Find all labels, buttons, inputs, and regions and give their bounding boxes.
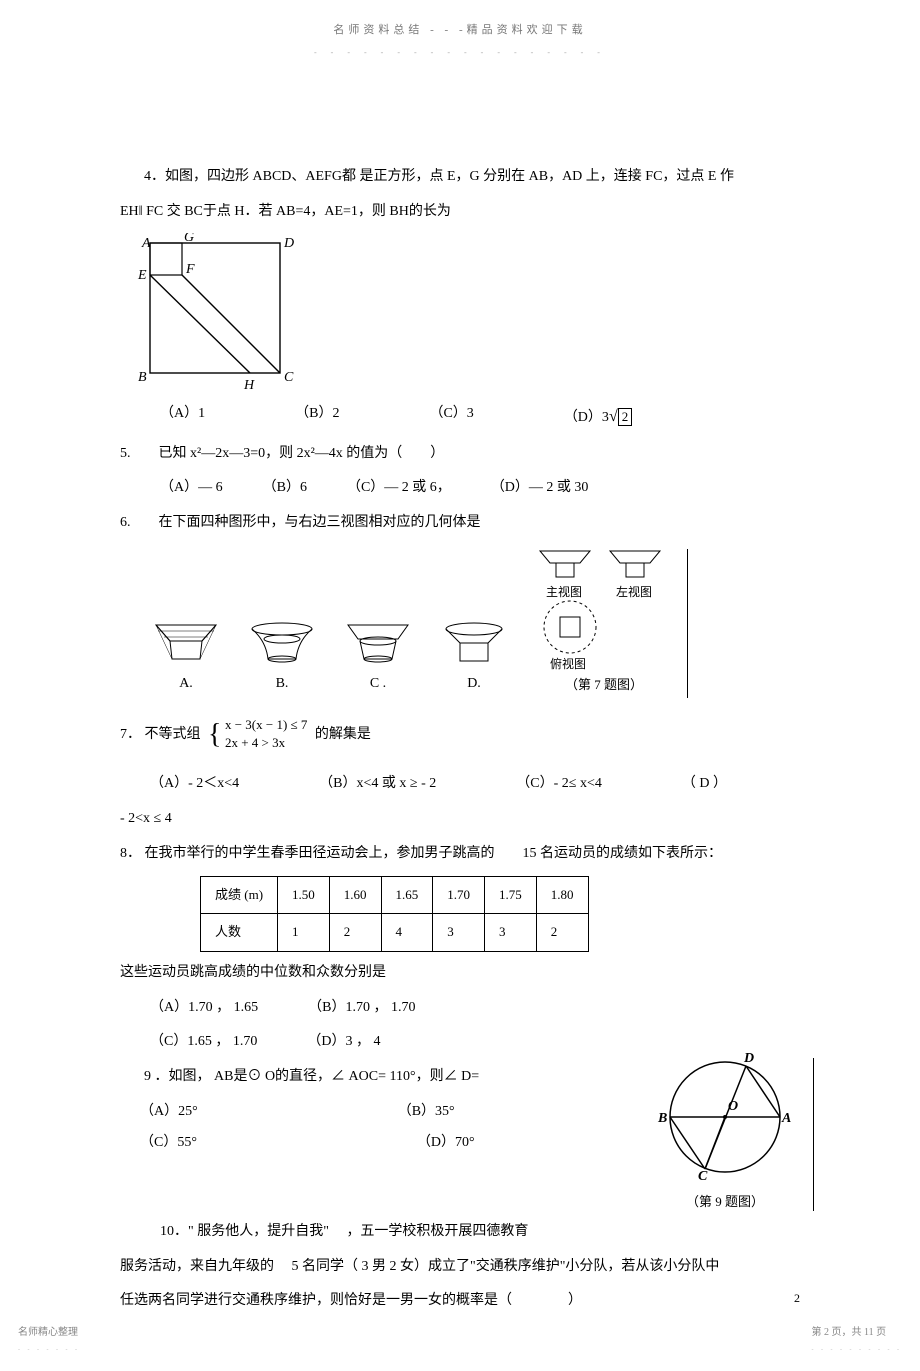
page-number: 2 bbox=[794, 1285, 800, 1311]
table-row: 人数124332 bbox=[201, 914, 589, 952]
q4-opt-b: （B）2 bbox=[295, 399, 339, 434]
q4-options: （A）1 （B）2 （C）3 （D）3√2 bbox=[120, 399, 800, 434]
q7-options: （A）- 2＜x<4 （B）x<4 或 x ≥ - 2 （C）- 2≤ x<4 … bbox=[120, 769, 800, 800]
q7-cont: - 2<x ≤ 4 bbox=[120, 804, 800, 835]
q5-opt-a: （A）— 6 bbox=[160, 473, 223, 504]
q9-opts-cd: （C）55° （D）70° bbox=[120, 1128, 630, 1159]
svg-text:A: A bbox=[141, 236, 151, 251]
svg-text:A: A bbox=[781, 1111, 791, 1126]
q8-opts-ab: （A）1.70 ， 1.65 （B）1.70 ， 1.70 bbox=[120, 993, 800, 1024]
table-row: 成绩 (m)1.501.601.651.701.751.80 bbox=[201, 876, 589, 914]
q9-figure: A B C D O （第 9 题图） bbox=[650, 1052, 800, 1217]
q4-opt-d: （D）3√2 bbox=[564, 399, 632, 434]
q7-opt-b: （B）x<4 或 x ≥ - 2 bbox=[319, 769, 436, 800]
q6-choice-c: C . bbox=[342, 619, 414, 700]
q7-opt-c: （C）- 2≤ x<4 bbox=[516, 769, 602, 800]
svg-text:B: B bbox=[657, 1111, 667, 1126]
q8-table: 成绩 (m)1.501.601.651.701.751.80 人数124332 bbox=[200, 876, 589, 952]
q6-choice-a: A. bbox=[150, 619, 222, 700]
q4-opt-c: （C）3 bbox=[429, 399, 473, 434]
q6-choice-b: B. bbox=[246, 619, 318, 700]
q5-options: （A）— 6 （B）6 （C）— 2 或 6， （D）— 2 或 30 bbox=[120, 473, 800, 504]
q6-choice-d: D. bbox=[438, 619, 510, 700]
q10-l2: 服务活动，来自九年级的 5 名同学（ 3 男 2 女）成立了"交通秩序维护"小分… bbox=[120, 1252, 800, 1283]
q10-l1: 10．" 服务他人，提升自我" ，五一学校积极开展四德教育 bbox=[120, 1217, 800, 1248]
svg-text:B: B bbox=[138, 370, 147, 385]
svg-text:D: D bbox=[283, 236, 294, 251]
svg-text:H: H bbox=[243, 378, 255, 393]
q7-stem: 7． 不等式组 { x − 3(x − 1) ≤ 7 2x + 4 > 3x 的… bbox=[120, 704, 800, 766]
svg-text:D: D bbox=[743, 1052, 754, 1066]
q10-l3: 任选两名同学进行交通秩序维护，则恰好是一男一女的概率是（ ） bbox=[120, 1286, 800, 1317]
q9-opts-ab: （A）25° （B）35° bbox=[120, 1097, 630, 1128]
footer-left: 名师精心整理 - - - - - - - bbox=[18, 1322, 80, 1357]
q5-opt-b: （B）6 bbox=[263, 473, 307, 504]
doc-header-dots: - - - - - - - - - - - - - - - - - - bbox=[0, 44, 920, 62]
doc-header: 名师资料总结 - - -精品资料欢迎下载 bbox=[0, 0, 920, 42]
q4-opt-a: （A）1 bbox=[160, 399, 205, 434]
q4-line1: 4．如图，四边形 ABCD、AEFG都 是正方形，点 E，G 分别在 AB，AD… bbox=[120, 162, 800, 193]
q7-opt-d: （ D ） bbox=[682, 769, 727, 800]
q6-figures: A. B. C . D bbox=[150, 547, 800, 700]
q4-figure: A G D E F B H C bbox=[130, 233, 310, 393]
q5-opt-d: （D）— 2 或 30 bbox=[491, 473, 589, 504]
q6-three-views: 主视图 左视图 俯视图 （第 7 题图） bbox=[534, 547, 674, 700]
q6-stem: 6. 在下面四种图形中，与右边三视图相对应的几何体是 bbox=[120, 508, 800, 539]
q5-stem: 5. 已知 x²—2x—3=0，则 2x²—4x 的值为（ ） bbox=[120, 439, 800, 470]
q8-stem: 8． 在我市举行的中学生春季田径运动会上，参加男子跳高的 15 名运动员的成绩如… bbox=[120, 839, 800, 870]
q5-opt-c: （C）— 2 或 6， bbox=[347, 473, 451, 504]
page-content: 4．如图，四边形 ABCD、AEFG都 是正方形，点 E，G 分别在 AB，AD… bbox=[0, 62, 920, 1371]
footer-right: 第 2 页，共 11 页 - - - - - - - - - - bbox=[812, 1322, 902, 1357]
svg-text:G: G bbox=[184, 233, 194, 245]
q7-opt-a: （A）- 2＜x<4 bbox=[150, 769, 239, 800]
svg-text:F: F bbox=[185, 262, 195, 277]
q9-block: 9 ．如图， AB是⊙ O的直径，∠ AOC= 110°，则∠ D= （A）25… bbox=[120, 1062, 800, 1217]
svg-text:C: C bbox=[698, 1169, 708, 1182]
q4-line2: EH‖ FC 交 BC于点 H．若 AB=4，AE=1，则 BH的长为 bbox=[120, 197, 800, 228]
q9-stem: 9 ．如图， AB是⊙ O的直径，∠ AOC= 110°，则∠ D= bbox=[120, 1062, 630, 1093]
svg-text:O: O bbox=[728, 1099, 738, 1114]
svg-text:E: E bbox=[137, 268, 147, 283]
svg-text:C: C bbox=[284, 370, 294, 385]
q8-sub: 这些运动员跳高成绩的中位数和众数分别是 bbox=[120, 958, 800, 989]
